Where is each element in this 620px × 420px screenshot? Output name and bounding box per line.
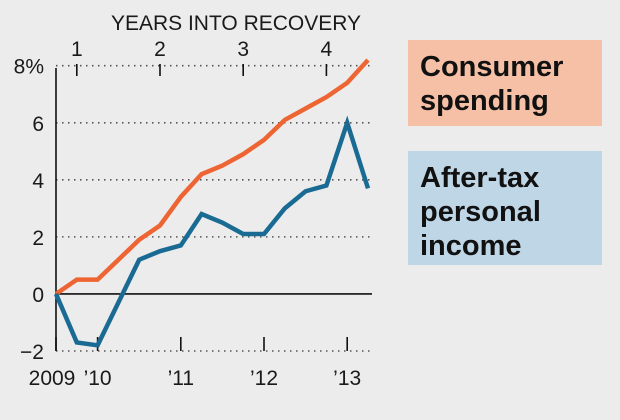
y-tick-label-0: −2 <box>20 341 44 364</box>
legend-income-line-3: income <box>420 230 522 262</box>
x-tick-label-0: 2009 <box>29 367 76 390</box>
series-line-after-tax-income <box>53 115 371 348</box>
x-tick-label-1: ’10 <box>84 367 112 390</box>
legend-income-line-1: After-tax <box>420 162 540 194</box>
x-tick-label-4: ’13 <box>333 367 361 390</box>
x-tick-label-3: ’12 <box>250 367 278 390</box>
top-tick-label-1: 2 <box>154 38 166 61</box>
y-tick-label-2: 2 <box>32 227 44 250</box>
legend-after-tax-income: After-tax personal income <box>408 151 602 265</box>
legend-income-line-2: personal <box>420 196 541 228</box>
y-tick-label-5: 8% <box>14 56 44 79</box>
y-tick-label-3: 4 <box>32 170 44 193</box>
y-tick-label-4: 6 <box>32 113 44 136</box>
top-tick-label-2: 3 <box>237 38 249 61</box>
series-line-consumer-spending <box>54 58 370 296</box>
y-tick-label-1: 0 <box>32 284 44 307</box>
legend-consumer-line-1: Consumer <box>420 51 564 83</box>
tick-labels: −2 0 2 4 6 8% 2009 ’10 ’11 ’12 ’13 1 2 3 4 <box>14 38 362 390</box>
gridlines <box>56 64 372 352</box>
axis-ticks <box>55 64 349 351</box>
series-lines <box>53 58 371 348</box>
legend-consumer-line-2: spending <box>420 85 549 117</box>
top-axis-title: YEARS INTO RECOVERY <box>111 12 361 35</box>
x-tick-label-2: ’11 <box>168 367 194 390</box>
legend-consumer-spending: Consumer spending <box>408 40 602 126</box>
top-tick-label-0: 1 <box>71 38 83 61</box>
top-tick-label-3: 4 <box>321 38 333 61</box>
